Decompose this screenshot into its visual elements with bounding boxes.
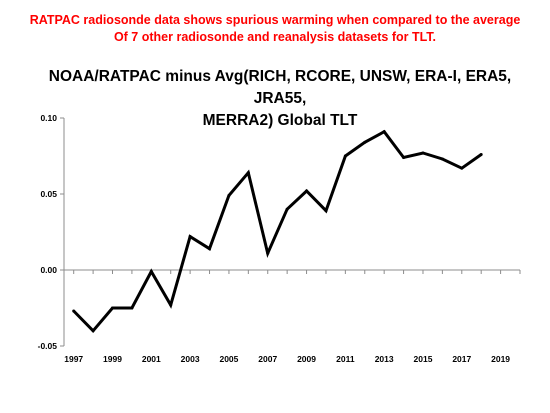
data-point [91, 329, 95, 333]
x-tick-label: 2017 [452, 354, 471, 364]
chart-title: NOAA/RATPAC minus Avg(RICH, RCORE, UNSW,… [40, 66, 520, 132]
y-tick-label: -0.05 [38, 341, 58, 351]
x-tick-label: 2013 [375, 354, 394, 364]
data-point [227, 194, 231, 198]
x-tick-label: 1999 [103, 354, 122, 364]
data-point [285, 207, 289, 211]
data-point [479, 152, 483, 156]
x-tick-label: 2003 [181, 354, 200, 364]
headline-line-2: Of 7 other radiosonde and reanalysis dat… [113, 30, 437, 44]
data-point [130, 306, 134, 310]
data-point [382, 130, 386, 134]
x-tick-label: 2007 [258, 354, 277, 364]
headline-line-1: RATPAC radiosonde data shows spurious wa… [29, 13, 521, 27]
data-point [402, 156, 406, 160]
data-point [440, 157, 444, 161]
data-point [343, 154, 347, 158]
y-tick-label: 0.05 [40, 189, 57, 199]
x-tick-label: 2015 [414, 354, 433, 364]
y-tick-label: 0.10 [40, 113, 57, 123]
data-point [149, 270, 153, 274]
data-point [305, 189, 309, 193]
x-tick-label: 2011 [336, 354, 355, 364]
data-point [208, 247, 212, 251]
x-tick-label: 2019 [491, 354, 510, 364]
data-point [246, 171, 250, 175]
chart-title-line-1: NOAA/RATPAC minus Avg(RICH, RCORE, UNSW,… [48, 68, 512, 107]
chart-title-line-2: MERRA2) Global TLT [202, 112, 358, 129]
data-point [72, 309, 76, 313]
data-point [460, 166, 464, 170]
y-tick-label: 0.00 [40, 265, 57, 275]
x-tick-label: 2001 [142, 354, 161, 364]
headline: RATPAC radiosonde data shows spurious wa… [0, 12, 550, 46]
x-tick-label: 1997 [64, 354, 83, 364]
data-point [169, 303, 173, 307]
data-series-line [72, 129, 483, 334]
x-tick-label: 2005 [219, 354, 238, 364]
data-point [421, 151, 425, 155]
data-point [188, 235, 192, 239]
data-point [363, 140, 367, 144]
data-point [324, 209, 328, 213]
x-tick-label: 2009 [297, 354, 316, 364]
data-point [111, 306, 115, 310]
data-point [266, 251, 270, 255]
